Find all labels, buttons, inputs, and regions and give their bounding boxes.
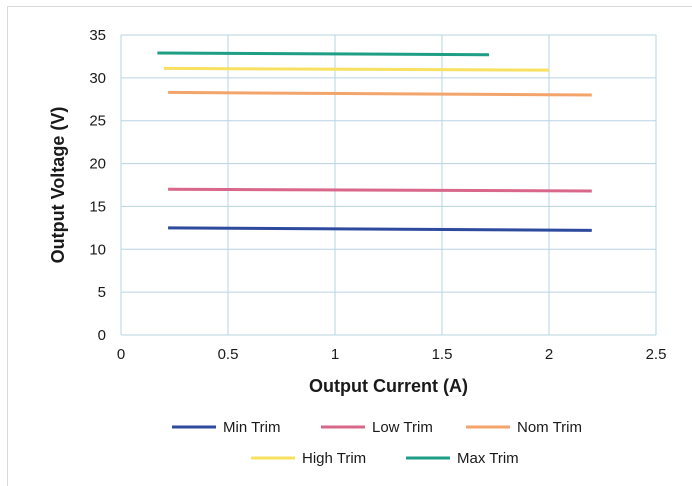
x-tick-label: 1	[331, 346, 339, 363]
y-axis-title: Output Voltage (V)	[48, 107, 68, 264]
series-line-low-trim	[168, 187, 592, 193]
y-tick-label: 5	[98, 284, 106, 301]
legend-item-high-trim: High Trim	[251, 450, 366, 467]
y-tick-label: 15	[89, 198, 106, 215]
x-axis-ticks: 0 0.5 1 1.5 2 2.5	[117, 346, 667, 363]
x-tick-label: 1.5	[432, 346, 453, 363]
x-tick-label: 2.5	[646, 346, 667, 363]
series-lines	[157, 51, 592, 232]
legend-label: Low Trim	[372, 419, 433, 436]
x-axis-title: Output Current (A)	[309, 376, 468, 396]
legend-label: Nom Trim	[517, 419, 582, 436]
y-tick-label: 20	[89, 156, 106, 173]
legend-item-max-trim: Max Trim	[406, 450, 519, 467]
x-tick-label: 0.5	[218, 346, 239, 363]
grid	[120, 34, 657, 336]
y-tick-label: 35	[89, 27, 106, 44]
legend-label: Max Trim	[457, 450, 519, 467]
series-line-high-trim	[163, 66, 550, 72]
series-line-nom-trim	[168, 90, 592, 97]
y-tick-label: 25	[89, 113, 106, 130]
y-tick-label: 30	[89, 70, 106, 87]
chart-frame	[7, 6, 692, 486]
x-tick-label: 0	[117, 346, 125, 363]
legend-label: Min Trim	[223, 419, 281, 436]
legend-item-nom-trim: Nom Trim	[466, 419, 582, 436]
y-tick-label: 0	[98, 327, 106, 344]
y-axis-ticks: 0 5 10 15 20 25 30 35	[89, 27, 106, 344]
legend-item-min-trim: Min Trim	[172, 419, 281, 436]
y-tick-label: 10	[89, 241, 106, 258]
x-tick-label: 2	[545, 346, 553, 363]
legend: Min Trim Low Trim Nom Trim High Trim Max Tri…	[172, 419, 582, 467]
series-line-max-trim	[157, 51, 490, 57]
legend-item-low-trim: Low Trim	[321, 419, 433, 436]
series-line-min-trim	[168, 226, 592, 232]
legend-label: High Trim	[302, 450, 366, 467]
